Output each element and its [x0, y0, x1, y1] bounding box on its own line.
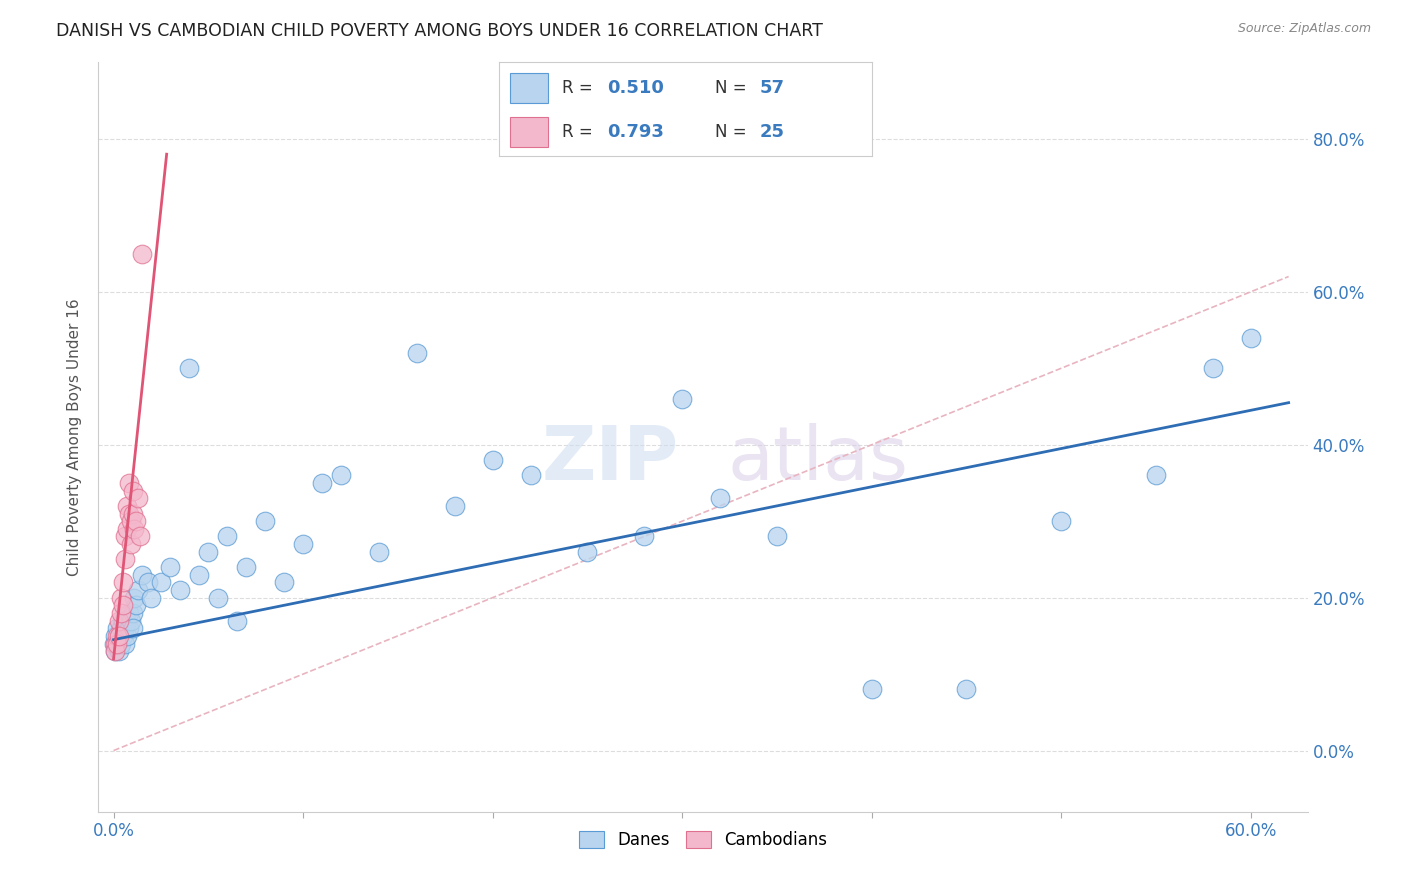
Point: [254, 514, 277, 528]
Text: N =: N =: [716, 78, 752, 96]
Point: [1202, 361, 1225, 376]
Point: [112, 599, 135, 613]
Point: [104, 636, 127, 650]
Point: [671, 392, 693, 406]
Point: [131, 246, 153, 260]
Point: [197, 545, 219, 559]
Point: [118, 475, 141, 490]
Point: [311, 475, 333, 490]
Point: [120, 614, 142, 628]
Point: [114, 529, 136, 543]
Point: [124, 591, 146, 605]
Point: [273, 575, 295, 590]
Point: [207, 591, 229, 605]
Point: [110, 591, 132, 605]
Point: [159, 560, 181, 574]
Point: [110, 636, 132, 650]
Point: [1240, 331, 1263, 345]
Point: [121, 507, 143, 521]
Point: [169, 582, 191, 597]
Text: R =: R =: [562, 78, 599, 96]
Y-axis label: Child Poverty Among Boys Under 16: Child Poverty Among Boys Under 16: [67, 298, 83, 576]
Point: [136, 575, 159, 590]
Bar: [510, 73, 547, 103]
Point: [217, 529, 239, 543]
Point: [481, 453, 503, 467]
Point: [120, 537, 142, 551]
Text: atlas: atlas: [727, 423, 908, 496]
Point: [367, 545, 389, 559]
Point: [108, 614, 131, 628]
Point: [187, 567, 209, 582]
Point: [860, 682, 883, 697]
Point: [118, 606, 141, 620]
Text: 25: 25: [759, 123, 785, 141]
Point: [112, 575, 135, 590]
Point: [112, 629, 135, 643]
Point: [105, 636, 128, 650]
Legend: Danes, Cambodians: Danes, Cambodians: [572, 824, 834, 855]
Point: [443, 499, 465, 513]
Point: [131, 567, 153, 582]
Point: [115, 614, 138, 628]
Text: 0.510: 0.510: [607, 78, 664, 96]
Point: [129, 529, 152, 543]
Point: [114, 636, 136, 650]
Point: [112, 614, 135, 628]
Point: [104, 644, 127, 658]
Point: [141, 591, 163, 605]
Text: 0.793: 0.793: [607, 123, 664, 141]
Point: [330, 468, 353, 483]
Point: [121, 483, 143, 498]
Point: [766, 529, 789, 543]
Point: [108, 629, 131, 643]
Point: [1050, 514, 1073, 528]
Text: 57: 57: [759, 78, 785, 96]
Point: [292, 537, 315, 551]
Point: [110, 606, 132, 620]
Point: [121, 621, 143, 635]
Point: [108, 629, 131, 643]
Point: [709, 491, 731, 506]
Point: [105, 629, 128, 643]
Point: [179, 361, 201, 376]
Text: DANISH VS CAMBODIAN CHILD POVERTY AMONG BOYS UNDER 16 CORRELATION CHART: DANISH VS CAMBODIAN CHILD POVERTY AMONG …: [56, 22, 823, 40]
Point: [115, 629, 138, 643]
Bar: [510, 117, 547, 147]
Point: [104, 644, 127, 658]
Point: [125, 514, 148, 528]
Point: [114, 552, 136, 566]
Point: [225, 614, 247, 628]
Point: [118, 507, 141, 521]
Point: [108, 644, 131, 658]
Point: [633, 529, 655, 543]
Point: [519, 468, 541, 483]
Point: [115, 499, 138, 513]
Point: [115, 522, 138, 536]
Point: [105, 636, 128, 650]
Point: [576, 545, 599, 559]
Point: [1144, 468, 1167, 483]
Point: [114, 621, 136, 635]
Point: [110, 621, 132, 635]
Text: N =: N =: [716, 123, 752, 141]
Point: [121, 606, 143, 620]
Point: [127, 582, 149, 597]
Point: [149, 575, 172, 590]
Text: Source: ZipAtlas.com: Source: ZipAtlas.com: [1237, 22, 1371, 36]
Point: [120, 514, 142, 528]
Point: [955, 682, 977, 697]
Point: [118, 621, 141, 635]
Text: R =: R =: [562, 123, 599, 141]
Point: [235, 560, 257, 574]
Point: [405, 346, 427, 360]
Text: ZIP: ZIP: [541, 423, 679, 496]
Point: [127, 491, 149, 506]
Point: [124, 522, 146, 536]
Point: [104, 629, 127, 643]
Point: [105, 621, 128, 635]
Point: [125, 599, 148, 613]
Point: [103, 636, 125, 650]
